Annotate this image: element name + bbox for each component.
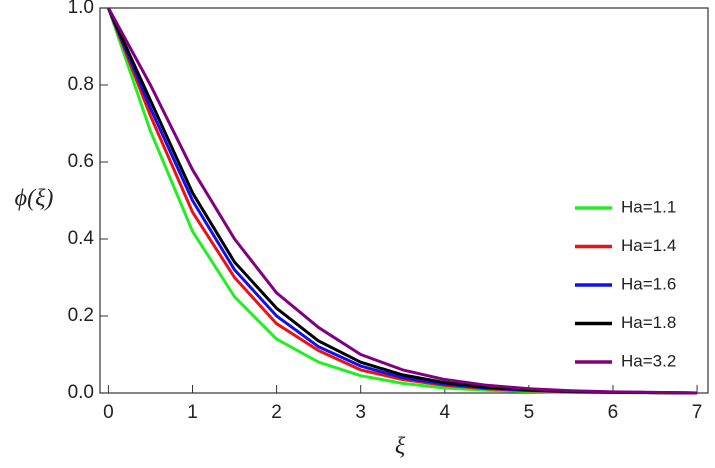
x-tick-label: 2 xyxy=(271,402,282,423)
x-axis-label: ξ xyxy=(395,434,406,460)
y-tick-label: 0.4 xyxy=(68,228,95,249)
legend-label: Ha=1.8 xyxy=(621,313,676,332)
y-tick-label: 1.0 xyxy=(68,0,94,18)
x-tick-label: 0 xyxy=(103,402,114,423)
x-tick-label: 6 xyxy=(608,402,619,423)
y-tick-label: 0.2 xyxy=(68,305,94,326)
y-tick-label: 0.6 xyxy=(68,151,94,172)
x-tick-label: 1 xyxy=(187,402,198,423)
legend-label: Ha=1.6 xyxy=(621,274,676,293)
plot-frame xyxy=(99,7,709,394)
x-tick-label: 3 xyxy=(355,402,366,423)
legend-label: Ha=1.1 xyxy=(621,197,676,216)
y-tick-label: 0.0 xyxy=(68,382,94,403)
x-tick-label: 5 xyxy=(524,402,535,423)
x-tick-label: 7 xyxy=(692,402,703,423)
y-axis-label: ϕ(ξ) xyxy=(15,186,54,212)
line xyxy=(107,7,698,395)
x-tick-label: 4 xyxy=(439,402,450,423)
line xyxy=(107,7,698,395)
legend-label: Ha=1.4 xyxy=(621,236,676,255)
legend-label: Ha=3.2 xyxy=(621,351,676,370)
y-tick-label: 0.8 xyxy=(68,74,94,95)
